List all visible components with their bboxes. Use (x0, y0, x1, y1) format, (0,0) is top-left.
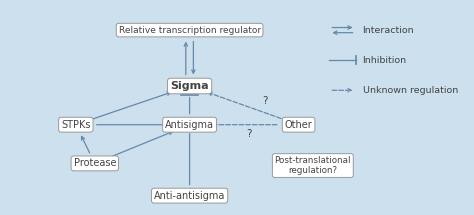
Text: Unknown regulation: Unknown regulation (363, 86, 458, 95)
Text: Post-translational
regulation?: Post-translational regulation? (274, 156, 351, 175)
Text: Inhibition: Inhibition (363, 56, 407, 65)
Text: ?: ? (263, 96, 268, 106)
Text: Sigma: Sigma (170, 81, 209, 91)
Text: Other: Other (285, 120, 312, 130)
Text: Anti-antisigma: Anti-antisigma (154, 191, 225, 201)
Text: Protease: Protease (73, 158, 116, 168)
Text: Antisigma: Antisigma (165, 120, 214, 130)
Text: ?: ? (246, 129, 252, 139)
Text: Interaction: Interaction (363, 26, 414, 35)
Text: Relative transcription regulator: Relative transcription regulator (118, 26, 261, 35)
Text: STPKs: STPKs (61, 120, 91, 130)
